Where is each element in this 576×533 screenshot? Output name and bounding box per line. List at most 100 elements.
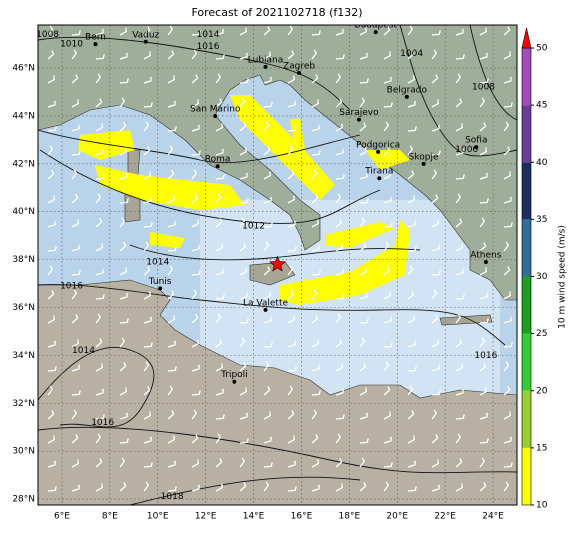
wind-barb — [455, 268, 464, 276]
wind-barb — [287, 385, 294, 396]
wind-barb — [263, 51, 272, 60]
wind-barb — [167, 126, 177, 132]
wind-barb — [503, 146, 511, 156]
wind-barb — [311, 99, 320, 108]
wind-barb — [191, 194, 199, 204]
colorbar-segment — [522, 48, 531, 106]
wind-barb — [215, 363, 224, 372]
wind-barb — [215, 98, 223, 108]
wind-barb — [119, 318, 129, 324]
wind-barb — [167, 265, 174, 276]
wind-barb — [47, 126, 57, 132]
wind-barb — [383, 196, 392, 204]
wind-barb — [383, 241, 390, 252]
wind-barb — [287, 486, 297, 492]
colorbar-segment — [522, 390, 531, 448]
colorbar-tick-label: 20 — [536, 386, 548, 396]
wind-barb — [311, 270, 321, 276]
wind-barb — [359, 97, 366, 108]
colorbar-tick-label: 25 — [536, 329, 547, 339]
wind-barb — [383, 386, 391, 396]
y-tick-label: 46°N — [12, 64, 35, 74]
wind-barb — [119, 172, 128, 180]
wind-barb — [95, 174, 105, 180]
city-dot — [93, 42, 98, 47]
wind-barb — [167, 460, 176, 468]
wind-barb — [287, 75, 296, 84]
wind-barb — [95, 294, 105, 300]
wind-barb — [383, 222, 393, 228]
wind-barb — [431, 124, 440, 132]
wind-barb — [287, 460, 296, 468]
wind-barb — [119, 27, 128, 36]
wind-barb — [407, 75, 416, 84]
wind-barb — [71, 194, 79, 204]
x-tick-label: 10°E — [147, 512, 169, 522]
wind-barb — [311, 74, 319, 84]
wind-barb — [143, 171, 152, 180]
isobar — [38, 284, 506, 346]
isobar-label: 1008 — [36, 30, 59, 40]
wind-barb — [239, 52, 248, 60]
wind-barb — [263, 266, 271, 276]
wind-barb — [119, 362, 127, 372]
wind-barb — [407, 170, 415, 180]
wind-barb — [143, 222, 153, 228]
wind-barb — [47, 315, 56, 324]
wind-barb — [47, 486, 57, 492]
wind-barb — [239, 267, 248, 276]
wind-barb — [47, 366, 57, 372]
wind-barb — [407, 100, 416, 108]
wind-barb — [287, 435, 296, 444]
wind-barb — [383, 462, 393, 468]
wind-barb — [191, 390, 201, 396]
wind-area — [78, 130, 135, 160]
wind-barb — [167, 195, 176, 204]
wind-barb — [479, 292, 488, 300]
wind-barb — [359, 387, 368, 396]
wind-barb — [95, 268, 104, 276]
wind-barb — [503, 102, 513, 108]
colorbar-segment — [522, 105, 531, 163]
colorbar-tick-label: 50 — [536, 44, 548, 54]
wind-barb — [359, 52, 368, 60]
wind-barbs — [47, 25, 513, 492]
isobar-label: 1014 — [72, 346, 95, 356]
wind-barb — [503, 316, 512, 324]
wind-barb — [71, 74, 79, 84]
wind-barb — [359, 122, 367, 132]
wind-barb — [71, 30, 81, 36]
wind-barb — [479, 97, 486, 108]
wind-barb — [503, 241, 510, 252]
city-dot — [232, 379, 237, 384]
wind-barb — [215, 338, 223, 348]
wind-barb — [479, 457, 486, 468]
wind-barb — [359, 337, 366, 348]
wind-barb — [479, 438, 489, 444]
x-tick-label: 16°E — [291, 512, 313, 522]
wind-barb — [143, 361, 150, 372]
wind-barb — [119, 198, 129, 204]
map-frame — [37, 24, 518, 506]
wind-barb — [479, 362, 487, 372]
wind-barb — [503, 222, 513, 228]
y-tick-label: 36°N — [12, 303, 35, 313]
wind-barb — [455, 363, 464, 372]
wind-barb — [71, 219, 80, 228]
wind-barb — [407, 145, 414, 156]
wind-barb — [95, 388, 104, 396]
wind-barb — [47, 145, 54, 156]
wind-barb — [311, 409, 318, 420]
isobar-label: 1016 — [91, 418, 114, 428]
wind-barb — [503, 51, 512, 60]
chart-title: Forecast of 2021102718 (f132) — [191, 6, 362, 19]
wind-barb — [455, 54, 465, 60]
wind-barb — [407, 460, 416, 468]
wind-barb — [359, 172, 368, 180]
wind-barb — [479, 27, 488, 36]
wind-barb — [455, 218, 463, 228]
wind-barb — [215, 174, 225, 180]
isobar-label: 1010 — [60, 40, 83, 50]
wind-barb — [287, 246, 297, 252]
